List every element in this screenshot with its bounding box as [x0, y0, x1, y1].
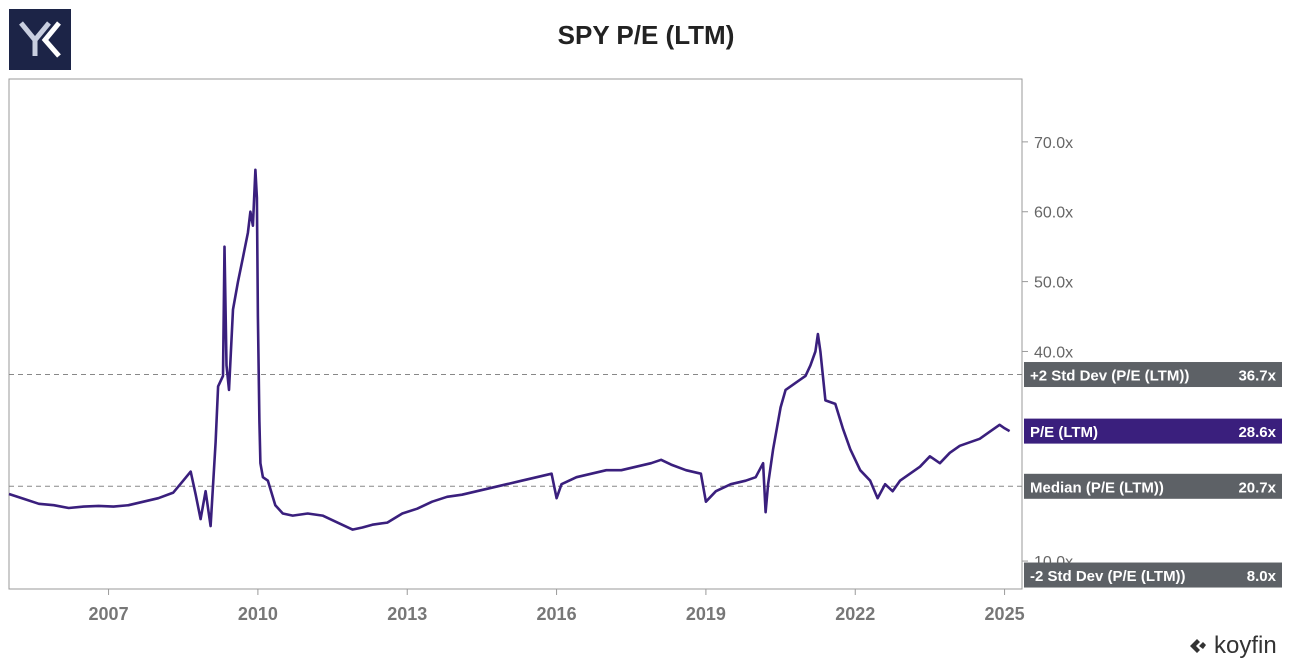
x-tick-label: 2013 — [387, 604, 427, 624]
current-pe-label — [1024, 418, 1282, 444]
y-tick-label: 60.0x — [1034, 205, 1073, 222]
x-tick-label: 2019 — [686, 604, 726, 624]
minus-2sd-label-name: -2 Std Dev (P/E (LTM)) — [1030, 568, 1186, 585]
x-tick-label: 2022 — [835, 604, 875, 624]
plus-2sd-label — [1024, 362, 1282, 388]
pe-series-line — [8, 168, 1011, 531]
x-tick-label: 2007 — [89, 604, 129, 624]
koyfin-logo-icon — [1190, 639, 1206, 653]
plus-2sd-label-value: 36.7x — [1238, 368, 1276, 385]
y-tick-label: 40.0x — [1034, 344, 1073, 361]
brand-name: koyfin — [1214, 632, 1277, 659]
current-pe-label-value: 28.6x — [1238, 424, 1276, 441]
median-label-name: Median (P/E (LTM)) — [1030, 479, 1164, 496]
minus-2sd-label-value: 8.0x — [1247, 568, 1277, 585]
median-label — [1024, 473, 1282, 499]
plot-frame — [8, 78, 1023, 590]
koyfin-brand: koyfin — [1186, 632, 1277, 660]
minus-2sd-label — [1024, 562, 1282, 588]
median-label-value: 20.7x — [1238, 479, 1276, 496]
x-tick-label: 2025 — [985, 604, 1025, 624]
chart-title: SPY P/E (LTM) — [557, 20, 735, 50]
x-tick-label: 2016 — [537, 604, 577, 624]
yk-logo-icon — [19, 21, 61, 58]
yk-logo — [9, 9, 71, 70]
y-tick-label: 50.0x — [1034, 275, 1073, 292]
plus-2sd-label-name: +2 Std Dev (P/E (LTM)) — [1030, 368, 1189, 385]
current-pe-label-name: P/E (LTM) — [1030, 424, 1098, 441]
x-tick-label: 2010 — [238, 604, 278, 624]
y-tick-label: 70.0x — [1034, 135, 1073, 152]
